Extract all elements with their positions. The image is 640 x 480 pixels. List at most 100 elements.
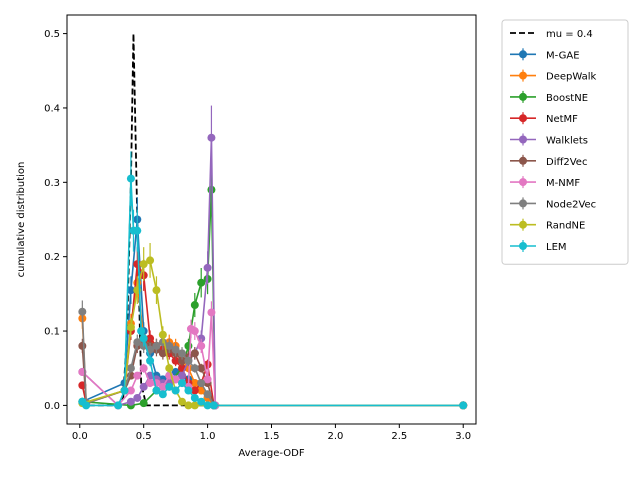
legend-item-m-gae: M-GAE: [510, 48, 580, 61]
data-point: [207, 133, 216, 142]
series-node2vec: [78, 300, 468, 410]
series-m-nmf: [78, 301, 468, 410]
data-point: [197, 278, 206, 287]
data-point: [209, 401, 218, 410]
data-point: [82, 401, 91, 410]
legend-label: NetMF: [546, 114, 578, 125]
data-point: [190, 401, 199, 410]
data-point: [203, 390, 212, 399]
series-walklets: [78, 105, 468, 410]
legend-marker: [519, 92, 527, 101]
data-point: [126, 397, 135, 406]
legend-label: Walklets: [546, 136, 588, 147]
data-point: [139, 334, 148, 343]
data-point: [133, 371, 142, 380]
legend-label: mu = 0.4: [546, 29, 593, 40]
data-point: [152, 341, 161, 350]
data-point: [158, 349, 167, 358]
data-point: [459, 401, 468, 410]
data-point: [171, 345, 180, 354]
data-point: [114, 401, 123, 410]
data-point: [126, 286, 135, 295]
data-point: [190, 301, 199, 310]
data-point: [139, 399, 148, 408]
legend-item-boostne: BoostNE: [510, 90, 588, 104]
x-tick-label: 2.5: [391, 431, 407, 442]
legend-label: Diff2Vec: [546, 157, 587, 168]
data-point: [139, 382, 148, 391]
legend-item-deepwalk: DeepWalk: [510, 69, 597, 83]
legend-marker: [519, 50, 527, 59]
data-point: [184, 401, 193, 410]
legend-marker: [519, 71, 527, 80]
legend-item-diff2vec: Diff2Vec: [510, 154, 587, 168]
y-tick-label: 0.2: [44, 252, 60, 263]
legend-item-mu-0-4: mu = 0.4: [510, 29, 593, 40]
data-point: [158, 330, 167, 339]
legend-marker: [519, 135, 527, 144]
legend: mu = 0.4 M-GAE DeepWalk BoostNE NetMF Walklet…: [501, 19, 629, 265]
data-point: [190, 349, 199, 358]
data-point: [197, 379, 206, 388]
data-point: [190, 364, 199, 373]
y-tick-label: 0.5: [44, 29, 60, 40]
data-point: [139, 364, 148, 373]
y-axis-label: cumulative distribution: [16, 162, 27, 278]
x-tick-label: 0.5: [136, 431, 152, 442]
data-point: [178, 397, 187, 406]
x-tick-label: 1.0: [200, 431, 216, 442]
series-lem: [78, 151, 468, 410]
plot-area: [78, 33, 468, 410]
data-point: [178, 379, 187, 388]
legend-item-randne: RandNE: [510, 218, 585, 232]
data-point: [120, 386, 129, 395]
data-point: [165, 364, 174, 373]
y-tick-label: 0.1: [44, 327, 60, 338]
data-point: [178, 349, 187, 358]
data-point: [165, 341, 174, 350]
y-tick-label: 0.0: [44, 401, 60, 412]
data-point: [190, 379, 199, 388]
axes-frame: [66, 14, 477, 425]
legend-label: LEM: [546, 242, 567, 253]
data-point: [207, 308, 216, 317]
data-point: [197, 386, 206, 395]
legend-marker: [519, 114, 527, 123]
data-point: [171, 356, 180, 365]
legend-item-m-nmf: M-NMF: [510, 176, 580, 189]
data-point: [197, 364, 206, 373]
data-point: [203, 375, 212, 384]
x-axis-label: Average-ODF: [238, 448, 305, 459]
series-netmf: [78, 247, 468, 410]
data-point: [78, 341, 87, 350]
legend-label: BoostNE: [546, 93, 588, 104]
legend-marker: [519, 156, 527, 165]
data-point: [203, 401, 212, 410]
data-point: [197, 341, 206, 350]
legend-label: RandNE: [546, 221, 585, 232]
data-point: [178, 356, 187, 365]
x-tick-label: 3.0: [455, 431, 471, 442]
data-point: [171, 386, 180, 395]
data-point: [203, 263, 212, 272]
legend-marker: [519, 199, 527, 208]
legend-label: M-NMF: [546, 178, 580, 189]
data-point: [126, 174, 135, 183]
data-point: [158, 390, 167, 399]
data-point: [146, 334, 155, 343]
legend-label: DeepWalk: [546, 72, 597, 83]
series-line-lem: [81, 177, 464, 407]
legend-label: Node2Vec: [546, 199, 596, 210]
data-point: [126, 386, 135, 395]
legend-item-node2vec: Node2Vec: [510, 197, 596, 210]
y-tick-label: 0.4: [44, 103, 60, 114]
data-point: [190, 393, 199, 402]
legend-marker: [519, 220, 527, 229]
data-point: [78, 307, 87, 316]
data-point: [178, 371, 187, 380]
data-point: [190, 386, 199, 395]
axes: 0.0 0.5 1.0 1.5 2.0 2.5 3.0 0.0 0.1 0.2 0.3 0.4 0.5: [44, 14, 477, 442]
legend-label: M-GAE: [546, 50, 580, 61]
data-point: [184, 356, 193, 365]
data-point: [146, 356, 155, 365]
